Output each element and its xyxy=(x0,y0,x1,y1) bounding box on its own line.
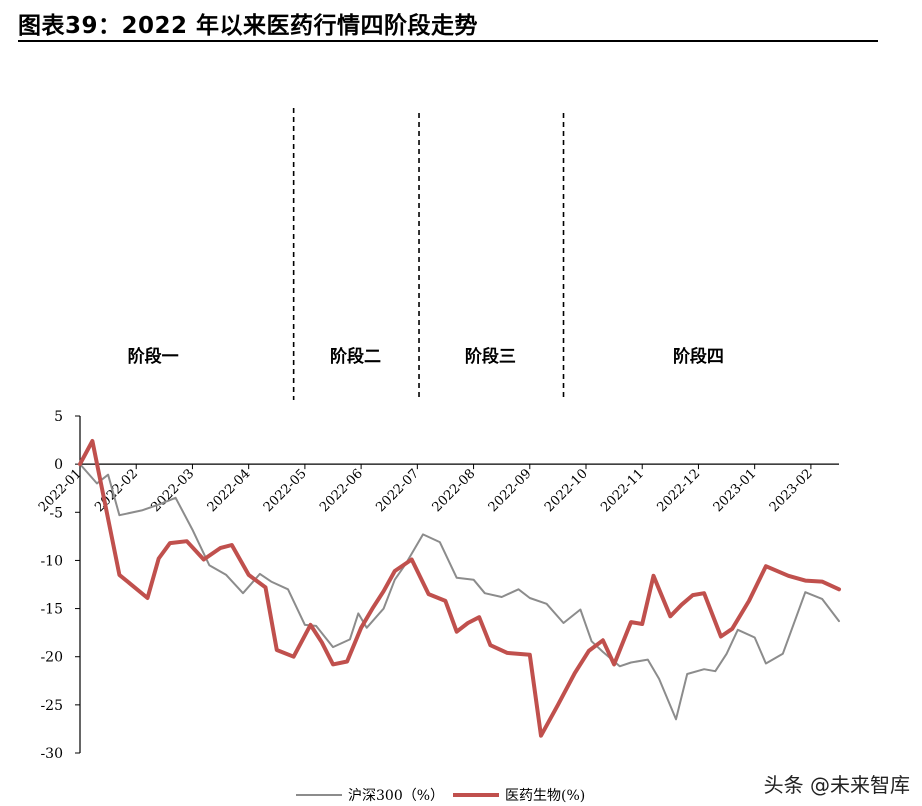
x-tick-label: 2022-08 xyxy=(430,466,479,515)
title-rule xyxy=(18,40,878,42)
axes xyxy=(79,416,839,753)
x-tick-label: 2022-06 xyxy=(317,466,366,515)
x-tick-label: 2022-04 xyxy=(205,466,254,515)
x-tick-label: 2022-03 xyxy=(148,466,197,515)
x-tick-label: 2023-02 xyxy=(767,466,816,515)
legend-pharma-label: 医药生物(%) xyxy=(505,788,585,804)
phase-label: 阶段三 xyxy=(465,346,516,367)
y-tick-label: 5 xyxy=(54,409,63,425)
y-axis-ticks: 5 0 -5 -10 -15 -20 -25 -30 xyxy=(40,409,80,762)
y-tick-label: -15 xyxy=(40,602,63,618)
figure-title: 图表39：2022 年以来医药行情四阶段走势 xyxy=(18,13,479,39)
x-tick-label: 2022-05 xyxy=(261,466,310,515)
phase-labels: 阶段一 阶段二 阶段三 阶段四 xyxy=(128,346,724,367)
legend-csi300-label: 沪深300（%） xyxy=(348,788,444,804)
y-tick-label: 0 xyxy=(54,457,63,473)
phase-label: 阶段二 xyxy=(330,346,381,367)
series-line-csi300 xyxy=(79,463,840,721)
phase-dividers xyxy=(292,108,565,400)
y-tick-label: -25 xyxy=(40,698,63,714)
x-tick-label: 2022-09 xyxy=(486,466,535,515)
x-tick-label: 2022-11 xyxy=(598,466,647,515)
y-tick-label: -30 xyxy=(40,746,63,762)
y-tick-label: -10 xyxy=(40,553,63,569)
x-tick-label: 2023-01 xyxy=(711,466,760,515)
phase-label: 阶段一 xyxy=(128,346,179,367)
x-tick-label: 2022-10 xyxy=(542,466,591,515)
y-tick-label: -5 xyxy=(49,505,63,521)
watermark: 头条 @未来智库 xyxy=(763,773,910,797)
series-lines xyxy=(78,439,841,738)
x-tick-label: 2022-12 xyxy=(654,466,703,515)
phase-label: 阶段四 xyxy=(673,346,724,367)
y-tick-label: -20 xyxy=(40,650,63,666)
series-line-pharma xyxy=(78,439,841,738)
legend: 沪深300（%） 医药生物(%) xyxy=(296,788,585,804)
x-tick-label: 2022-07 xyxy=(373,466,422,515)
